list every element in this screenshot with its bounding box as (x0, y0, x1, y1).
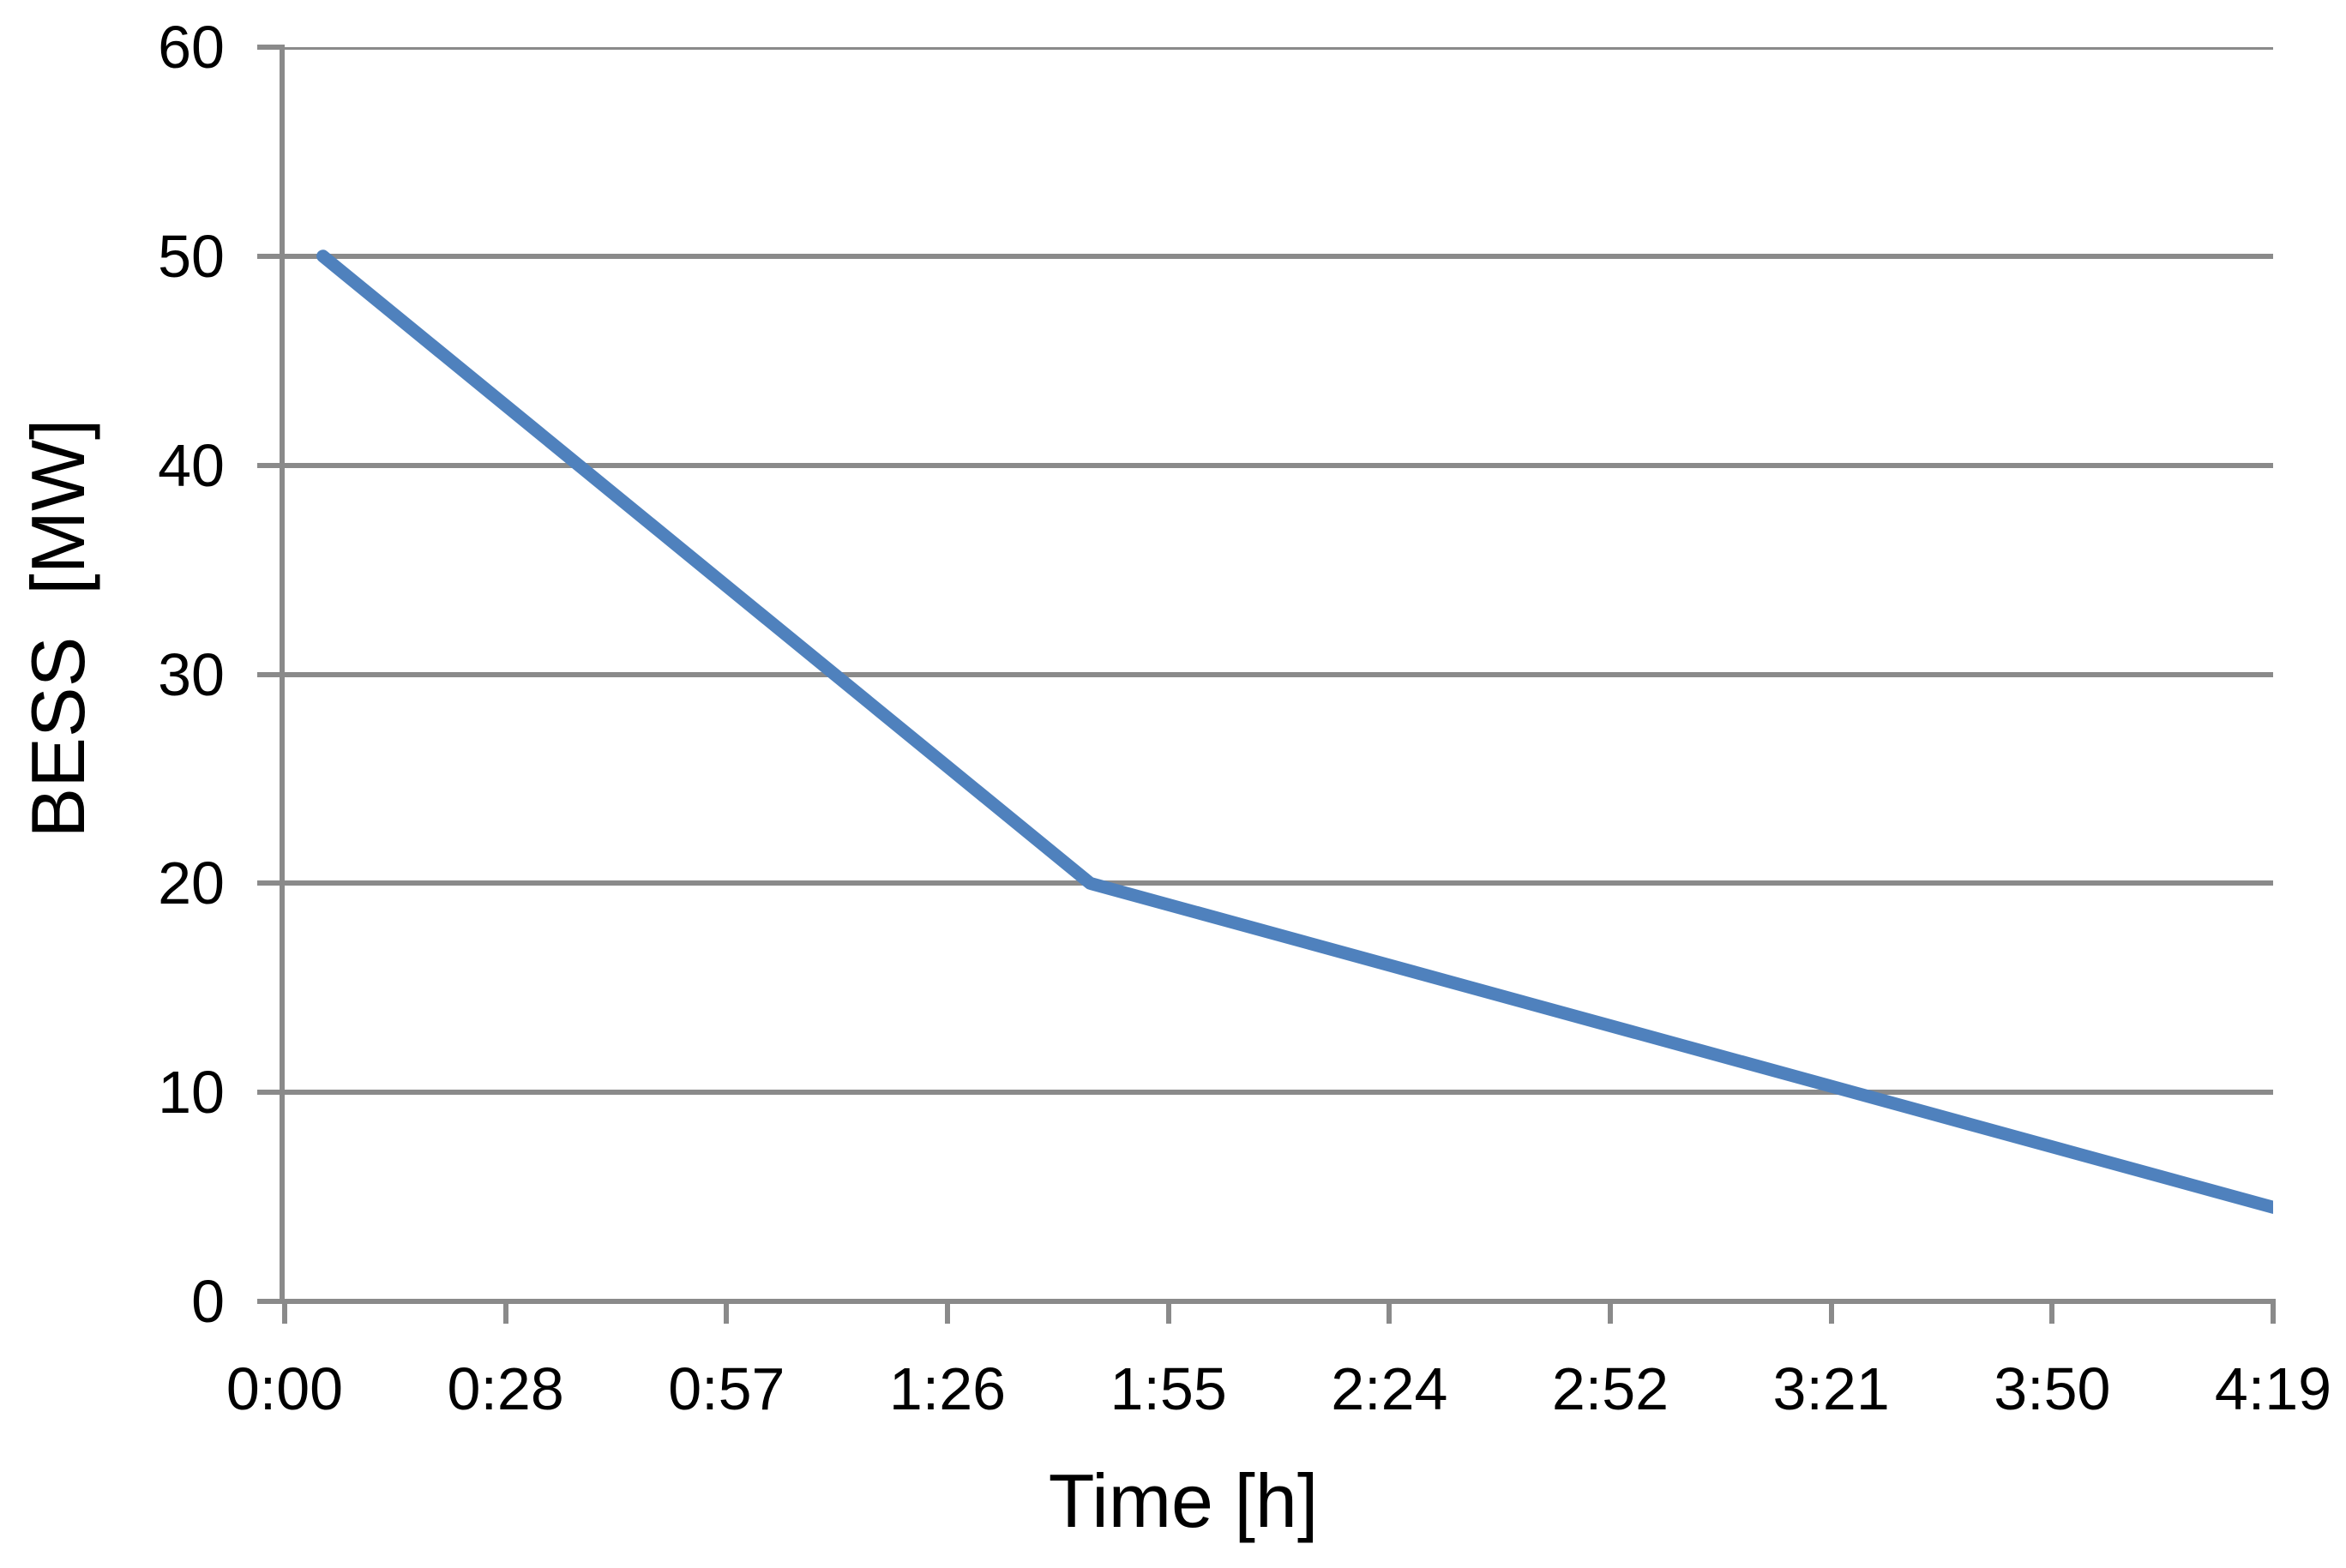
x-tick-4:19 (2271, 1299, 2276, 1324)
x-tick-label-1:26: 1:26 (888, 1355, 1007, 1422)
x-tick-0:57 (724, 1299, 730, 1324)
y-axis-line (280, 45, 285, 1304)
y-tick-label-0: 0 (191, 1268, 225, 1335)
y-tick-label-50: 50 (158, 222, 225, 290)
y-tick-50 (257, 253, 280, 259)
gridline-40 (285, 462, 2273, 468)
x-axis-line (280, 1299, 2273, 1304)
x-tick-label-3:50: 3:50 (1994, 1355, 2111, 1422)
bess-power-line (316, 249, 2273, 1214)
y-tick-10 (257, 1090, 280, 1096)
y-tick-60 (257, 45, 280, 50)
y-tick-label-20: 20 (158, 850, 225, 917)
gridline-20 (285, 880, 2273, 886)
gridline-60 (285, 47, 2273, 50)
y-tick-40 (257, 462, 280, 468)
x-tick-label-0:28: 0:28 (447, 1355, 564, 1422)
y-tick-label-40: 40 (158, 431, 225, 499)
x-tick-label-2:52: 2:52 (1551, 1355, 1669, 1422)
gridline-50 (285, 253, 2273, 259)
y-tick-label-60: 60 (158, 14, 225, 81)
x-tick-2:24 (1387, 1299, 1393, 1324)
x-tick-label-1:55: 1:55 (1110, 1355, 1227, 1422)
gridline-30 (285, 671, 2273, 677)
y-tick-label-10: 10 (158, 1059, 225, 1126)
y-tick-label-30: 30 (158, 640, 225, 708)
x-tick-label-0:57: 0:57 (668, 1355, 785, 1422)
plot-area (285, 47, 2273, 1301)
x-tick-0:28 (502, 1299, 508, 1324)
x-tick-2:52 (1608, 1299, 1613, 1324)
y-tick-0 (257, 1299, 280, 1304)
x-tick-label-4:19: 4:19 (2214, 1355, 2332, 1422)
x-tick-1:26 (945, 1299, 950, 1324)
y-tick-20 (257, 880, 280, 886)
y-tick-30 (257, 671, 280, 677)
x-tick-0:00 (282, 1299, 287, 1324)
gridline-10 (285, 1090, 2273, 1096)
x-tick-3:50 (2049, 1299, 2055, 1324)
x-tick-3:21 (1828, 1299, 1834, 1324)
x-tick-label-0:00: 0:00 (226, 1355, 344, 1422)
x-axis-title: Time [h] (1048, 1458, 1319, 1543)
x-tick-label-2:24: 2:24 (1331, 1355, 1448, 1422)
x-tick-1:55 (1165, 1299, 1171, 1324)
line-series (316, 249, 2273, 1214)
x-tick-label-3:21: 3:21 (1772, 1355, 1890, 1422)
